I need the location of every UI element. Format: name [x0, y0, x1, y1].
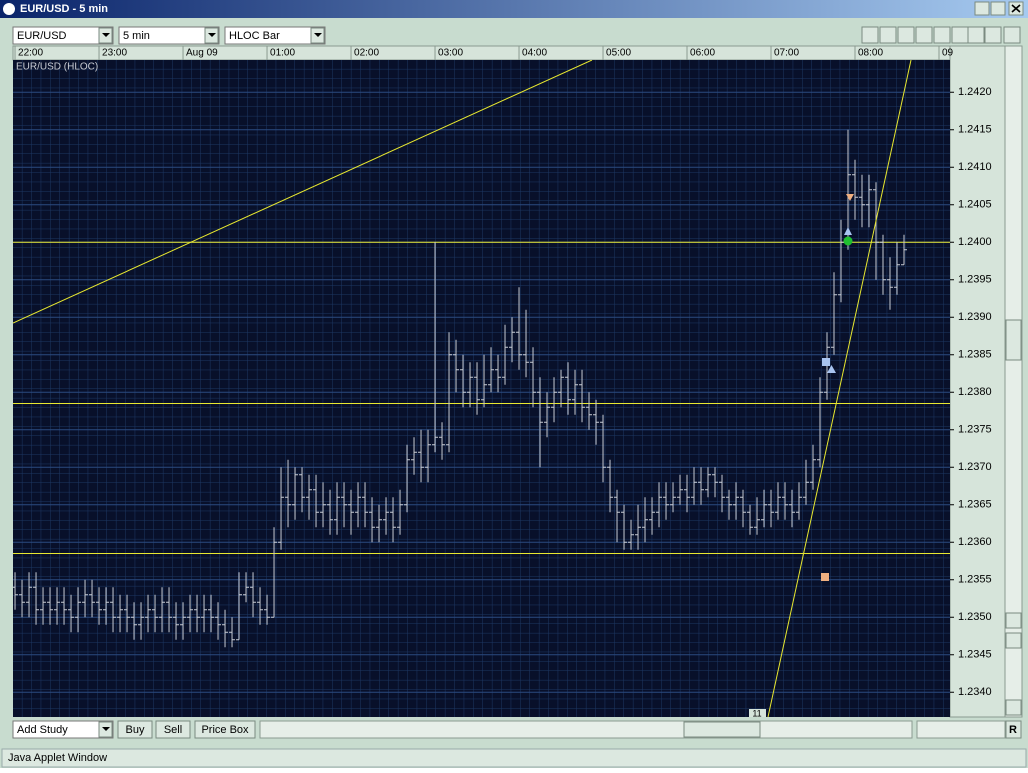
- y-tick-label: 1.2385: [958, 349, 992, 361]
- x-tick-label: 09: [942, 48, 954, 59]
- buy-marker: [844, 227, 852, 235]
- tool[interactable]: [1003, 26, 1021, 44]
- arrow: [102, 727, 110, 731]
- y-tick-label: 1.2365: [958, 499, 992, 511]
- x-tick-label: 23:00: [102, 48, 127, 59]
- zoom-out[interactable]: [1005, 699, 1022, 716]
- x-tick-label: 06:00: [690, 48, 715, 59]
- marker-label: 11: [752, 708, 761, 718]
- toolbar: EUR/USD 5 min HLOC Bar: [12, 26, 1021, 45]
- reset: R: [1009, 724, 1017, 736]
- plot-grid: [13, 60, 950, 717]
- bar-type: HLOC Bar: [229, 30, 280, 42]
- y-tick-label: 1.2370: [958, 461, 992, 473]
- stop-marker: [821, 573, 829, 581]
- y-tick-label: 1.2395: [958, 274, 992, 286]
- chart-title: EUR/USD (HLOC): [16, 62, 98, 73]
- fill-marker: [843, 236, 853, 246]
- tool[interactable]: [984, 26, 1002, 44]
- y-tick-label: 1.2415: [958, 124, 992, 136]
- scroll-down[interactable]: [1005, 612, 1022, 629]
- status: Java Applet Window: [8, 752, 107, 764]
- trend-line: [767, 60, 912, 717]
- tool[interactable]: [879, 26, 897, 44]
- price-axis: [949, 45, 1006, 718]
- y-tick-label: 1.2380: [958, 386, 992, 398]
- h-scrollbar[interactable]: [259, 720, 913, 739]
- x-tick-label: 08:00: [858, 48, 883, 59]
- zoom-in[interactable]: [1005, 632, 1022, 649]
- window-title: EUR/USD - 5 min: [20, 3, 108, 15]
- y-tick-label: 1.2355: [958, 574, 992, 586]
- bar-type-select[interactable]: [224, 26, 326, 45]
- y-tick-label: 1.2390: [958, 311, 992, 323]
- v-scrollbar[interactable]: [1004, 45, 1023, 718]
- interval: 5 min: [123, 30, 150, 42]
- close-icon: [1011, 4, 1021, 13]
- tool[interactable]: [933, 26, 951, 44]
- symbol: EUR/USD: [17, 30, 67, 42]
- x-tick-label: 22:00: [18, 48, 43, 59]
- y-tick-label: 1.2410: [958, 161, 992, 173]
- study-select[interactable]: [12, 720, 114, 739]
- y-tick-label: 1.2340: [958, 686, 992, 698]
- add-study: Add Study: [17, 724, 68, 736]
- y-tick-label: 1.2420: [958, 86, 992, 98]
- order-marker: [822, 358, 830, 366]
- window-controls[interactable]: [974, 1, 1024, 16]
- interval-select[interactable]: [118, 26, 220, 45]
- y-tick-label: 1.2360: [958, 536, 992, 548]
- status-bar: [1, 748, 1027, 768]
- sell-button[interactable]: [155, 720, 191, 739]
- sell-marker: [846, 194, 854, 201]
- x-tick-label: 02:00: [354, 48, 379, 59]
- time-axis: [12, 45, 951, 61]
- symbol-select[interactable]: [12, 26, 114, 45]
- h-scroll-thumb[interactable]: [683, 721, 761, 738]
- sell: Sell: [164, 724, 182, 736]
- price-box: Price Box: [201, 724, 249, 736]
- x-tick-label: 07:00: [774, 48, 799, 59]
- x-tick-label: Aug 09: [186, 48, 218, 59]
- x-tick-label: 05:00: [606, 48, 631, 59]
- tool[interactable]: [897, 26, 915, 44]
- x-tick-label: 01:00: [270, 48, 295, 59]
- buy-marker: [827, 365, 836, 373]
- y-tick-label: 1.2350: [958, 611, 992, 623]
- zoom-slider[interactable]: [916, 720, 1006, 739]
- price-box-button[interactable]: [194, 720, 256, 739]
- tool[interactable]: [951, 26, 969, 44]
- x-tick-label: 03:00: [438, 48, 463, 59]
- scroll-thumb[interactable]: [1005, 319, 1022, 361]
- y-tick-label: 1.2375: [958, 424, 992, 436]
- reset-button[interactable]: [1005, 720, 1022, 739]
- y-tick-label: 1.2405: [958, 199, 992, 211]
- bottom-bar: Add Study Buy Sell Price Box R: [12, 720, 1022, 739]
- y-tick-label: 1.2400: [958, 236, 992, 248]
- buy-button[interactable]: [117, 720, 153, 739]
- arrows: [102, 33, 322, 37]
- app-icon: [3, 3, 15, 15]
- minimize[interactable]: [974, 1, 990, 16]
- tool[interactable]: [967, 26, 985, 44]
- y-tick-label: 1.2345: [958, 649, 992, 661]
- plot: [13, 91, 950, 693]
- marker-tag: [749, 709, 766, 717]
- maximize[interactable]: [990, 1, 1006, 16]
- trend-line: [13, 60, 593, 324]
- tool[interactable]: [861, 26, 879, 44]
- tool[interactable]: [915, 26, 933, 44]
- buy: Buy: [126, 724, 145, 736]
- title-bar: [0, 0, 1028, 18]
- drawings: [13, 60, 912, 717]
- x-tick-label: 04:00: [522, 48, 547, 59]
